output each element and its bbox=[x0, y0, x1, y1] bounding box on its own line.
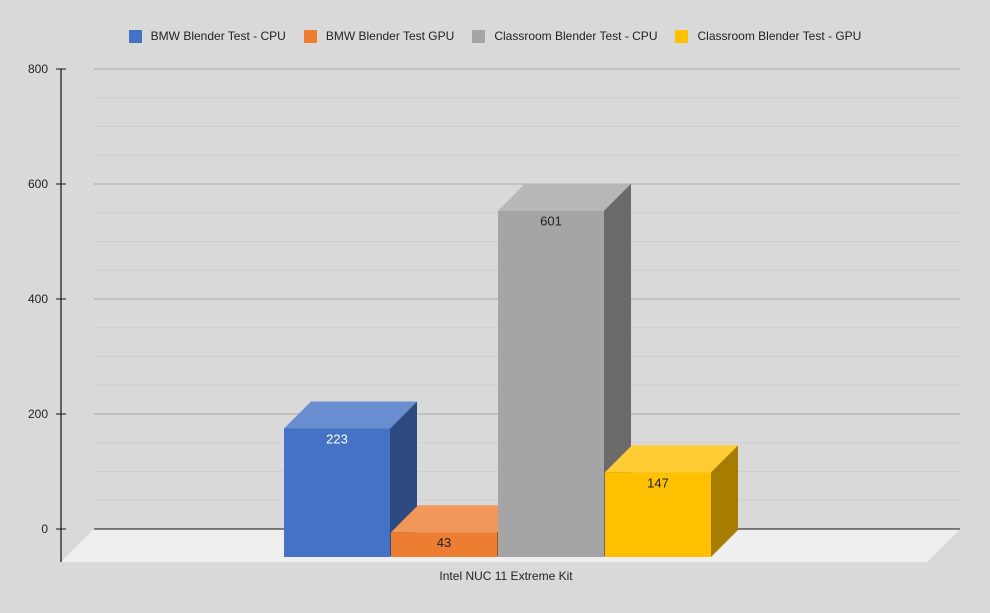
y-tick-label: 400 bbox=[28, 292, 48, 306]
bar bbox=[605, 472, 711, 557]
data-label: 601 bbox=[540, 214, 562, 229]
y-tick-label: 0 bbox=[41, 522, 48, 536]
bar-side bbox=[711, 445, 738, 557]
legend-swatch bbox=[675, 29, 689, 43]
data-label: 223 bbox=[326, 431, 348, 446]
legend-item: BMW Blender Test GPU bbox=[303, 29, 455, 43]
legend-label: Classroom Blender Test - GPU bbox=[697, 29, 862, 43]
bar bbox=[498, 210, 604, 557]
legend-swatch bbox=[128, 29, 142, 43]
legend-item: Classroom Blender Test - GPU bbox=[675, 29, 861, 43]
data-label: 147 bbox=[647, 475, 669, 490]
y-tick-label: 200 bbox=[28, 407, 48, 421]
data-label: 43 bbox=[437, 535, 451, 550]
y-tick-label: 600 bbox=[28, 177, 48, 191]
bar bbox=[284, 428, 390, 557]
legend-item: Classroom Blender Test - CPU bbox=[472, 29, 657, 43]
bar-top bbox=[498, 183, 631, 211]
y-tick-label: 800 bbox=[28, 62, 48, 76]
legend-label: BMW Blender Test - CPU bbox=[150, 29, 286, 43]
x-category-label: Intel NUC 11 Extreme Kit bbox=[439, 569, 573, 583]
legend-label: BMW Blender Test GPU bbox=[325, 29, 455, 43]
legend-item: BMW Blender Test - CPU bbox=[128, 29, 286, 43]
legend-swatch bbox=[472, 29, 486, 43]
chart-legend: BMW Blender Test - CPU BMW Blender Test G… bbox=[0, 26, 990, 46]
bar bbox=[391, 532, 497, 557]
bar-top bbox=[284, 401, 417, 429]
legend-swatch bbox=[303, 29, 317, 43]
legend-label: Classroom Blender Test - CPU bbox=[494, 29, 658, 43]
bar-top bbox=[391, 505, 524, 533]
bar-top bbox=[605, 445, 738, 473]
